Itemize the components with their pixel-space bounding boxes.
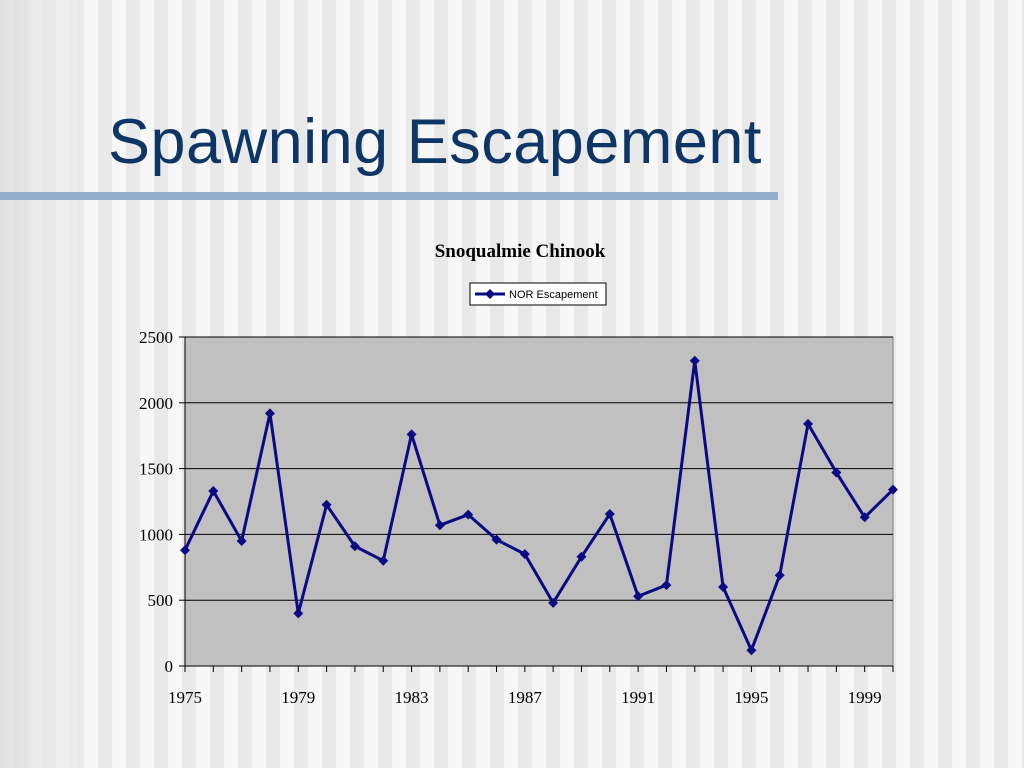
data-point-marker: [406, 429, 417, 440]
data-point-marker: [293, 608, 304, 619]
data-point-marker: [548, 597, 559, 608]
title-divider: [0, 192, 778, 200]
data-point-marker: [689, 355, 700, 366]
data-point-marker: [321, 499, 332, 510]
legend-diamond-swatch: [485, 289, 495, 299]
data-point-marker: [491, 534, 502, 545]
data-point-marker: [803, 418, 814, 429]
y-tick-label: 2000: [139, 394, 173, 413]
x-tick-label: 1983: [395, 688, 429, 707]
data-point-marker: [463, 509, 474, 520]
plot-background: [184, 336, 894, 667]
legend-box: [469, 282, 607, 306]
x-tick-label: 1991: [621, 688, 655, 707]
data-point-marker: [774, 570, 785, 581]
legend-label: NOR Escapement: [509, 289, 598, 301]
chart-legend: NOR Escapement: [469, 282, 607, 306]
data-point-marker: [236, 535, 247, 546]
decorative-side-band: [0, 0, 78, 768]
data-point-marker: [661, 580, 672, 591]
data-point-marker: [434, 520, 445, 531]
data-point-marker: [859, 512, 870, 523]
data-point-marker: [264, 408, 275, 419]
y-tick-label: 2500: [139, 328, 173, 347]
series-line-nor-escapement: [183, 359, 895, 652]
x-tick-label: 1987: [508, 688, 543, 707]
data-point-marker: [576, 551, 587, 562]
data-point-marker: [746, 645, 757, 656]
data-point-marker: [519, 549, 530, 560]
data-point-marker: [349, 541, 360, 552]
data-point-marker: [718, 582, 729, 593]
data-point-marker: [888, 484, 898, 495]
x-tick-label: 1995: [734, 688, 768, 707]
data-point-marker: [180, 545, 190, 556]
data-point-marker: [831, 467, 842, 478]
plot-area: 0 500 1000 1500 2000 2500 1975 1979 1983 1987 1991…: [139, 328, 898, 707]
chart-title: Snoqualmie Chinook: [435, 241, 606, 262]
y-tick-label: 1000: [139, 525, 173, 544]
slide-title: Spawning Escapement: [108, 107, 762, 177]
y-tick-label: 1500: [139, 460, 173, 479]
x-tick-label: 1975: [168, 688, 202, 707]
y-tick-label: 0: [165, 657, 174, 676]
data-point-marker: [633, 591, 644, 602]
data-point-marker: [378, 555, 389, 566]
x-tick-label: 1999: [848, 688, 882, 707]
data-point-marker: [604, 509, 615, 520]
data-point-marker: [208, 485, 219, 496]
x-tick-label: 1979: [281, 688, 315, 707]
y-tick-label: 500: [148, 591, 174, 610]
